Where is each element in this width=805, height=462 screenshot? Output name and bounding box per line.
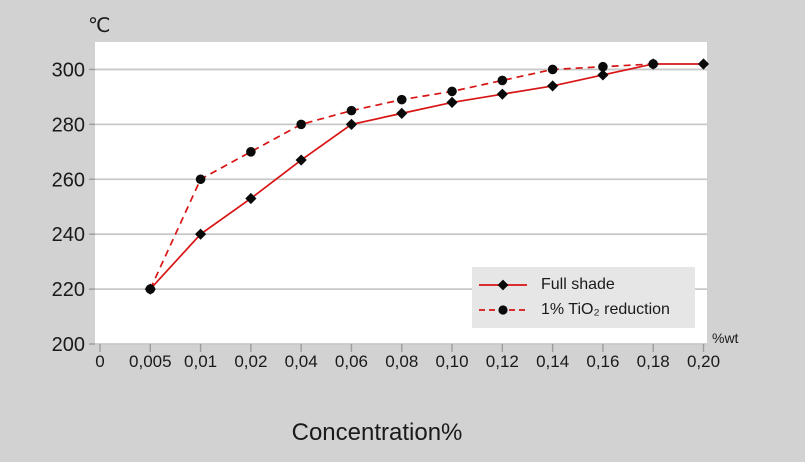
svg-text:0,18: 0,18 xyxy=(637,352,670,371)
x-tick-marks xyxy=(99,344,705,352)
svg-text:0,20: 0,20 xyxy=(687,352,720,371)
data-point-circle xyxy=(296,119,306,130)
data-point-diamond xyxy=(597,69,609,81)
legend-sample-solid-diamond-icon xyxy=(479,279,527,291)
legend-box: Full shade 1% TiO₂ reduction xyxy=(472,267,695,328)
svg-text:0,12: 0,12 xyxy=(486,352,519,371)
data-point-circle xyxy=(246,147,256,157)
svg-text:0,02: 0,02 xyxy=(234,352,267,371)
legend-item-full-shade: Full shade xyxy=(478,276,695,294)
data-point-circle xyxy=(396,94,407,105)
svg-text:260: 260 xyxy=(52,169,85,191)
y-tick-marks xyxy=(89,68,95,345)
svg-text:280: 280 xyxy=(52,114,85,136)
data-point-circle xyxy=(598,61,608,72)
x-tick-labels: 0 0,005 0,01 0,02 0,04 0,06 0,08 0,10 0,12 0,14 0,… xyxy=(95,352,720,371)
data-point-circle xyxy=(447,86,457,97)
data-point-diamond xyxy=(697,58,710,70)
data-point-circle xyxy=(346,105,357,116)
data-point-diamond xyxy=(496,88,508,100)
data-point-diamond xyxy=(547,80,559,92)
data-point-diamond xyxy=(396,107,408,119)
data-point-diamond xyxy=(245,192,257,205)
svg-text:0,14: 0,14 xyxy=(536,352,569,371)
legend-item-tio2-reduction: 1% TiO₂ reduction xyxy=(478,301,695,319)
x-axis-title: Concentration% xyxy=(291,419,463,446)
data-point-diamond xyxy=(446,96,458,108)
legend-label-full-shade: Full shade xyxy=(541,276,615,293)
svg-text:0,04: 0,04 xyxy=(285,352,318,371)
data-point-diamond xyxy=(295,154,307,166)
svg-text:0,10: 0,10 xyxy=(435,352,468,371)
svg-text:220: 220 xyxy=(52,279,85,301)
svg-text:240: 240 xyxy=(52,224,85,246)
svg-text:0,06: 0,06 xyxy=(335,352,368,371)
svg-text:0,005: 0,005 xyxy=(129,352,172,371)
data-point-circle xyxy=(497,75,508,86)
legend-label-tio2-reduction: 1% TiO₂ reduction xyxy=(541,301,670,318)
legend-sample-dashed-circle-icon xyxy=(479,305,527,315)
y-axis-unit-label: ℃ xyxy=(88,15,111,37)
svg-text:300: 300 xyxy=(52,59,85,81)
x-axis-unit-label: %wt xyxy=(712,330,739,346)
data-point-circle xyxy=(648,59,659,69)
svg-text:0,16: 0,16 xyxy=(586,352,619,371)
data-point-diamond xyxy=(345,118,358,130)
svg-text:0,01: 0,01 xyxy=(184,352,217,371)
data-point-circle xyxy=(195,174,206,185)
data-point-diamond xyxy=(194,228,207,240)
data-point-circle xyxy=(145,284,156,294)
series-tio2-reduction xyxy=(145,59,659,294)
y-tick-labels: 200 220 240 260 280 300 xyxy=(52,59,85,356)
svg-text:0,08: 0,08 xyxy=(385,352,418,371)
svg-text:0: 0 xyxy=(95,352,104,371)
data-point-circle xyxy=(547,64,558,75)
svg-text:200: 200 xyxy=(52,334,85,356)
